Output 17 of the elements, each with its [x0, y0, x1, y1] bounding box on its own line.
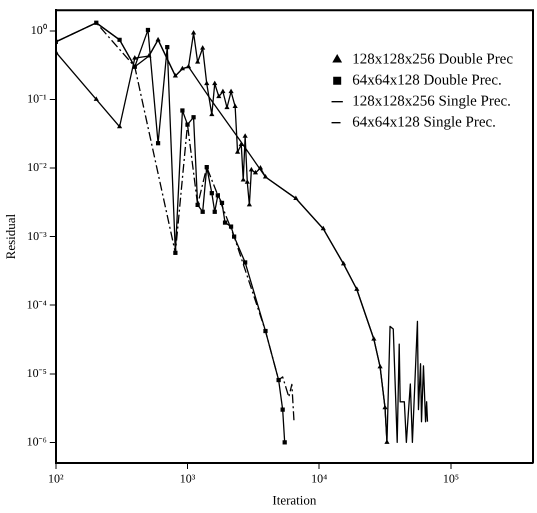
legend-label: 64x64x128 Single Prec. — [352, 114, 496, 131]
x-tick-label: 10² — [48, 471, 64, 486]
legend-label: 64x64x128 Double Prec. — [352, 72, 502, 89]
x-tick-label: 10⁴ — [311, 471, 328, 486]
x-tick-label: 10⁵ — [442, 471, 460, 486]
y-tick-label: 10⁻¹ — [27, 92, 48, 106]
y-tick-label: 10⁰ — [30, 23, 47, 37]
y-axis-title: Residual — [3, 213, 18, 260]
y-tick-label: 10⁻⁶ — [26, 434, 47, 449]
y-tick-label: 10⁻⁴ — [26, 297, 47, 312]
y-tick-label: 10⁻² — [27, 160, 48, 174]
legend-label: 128x128x256 Double Prec — [352, 52, 514, 68]
x-axis-title: Iteration — [272, 492, 317, 508]
x-tick-label: 10³ — [180, 471, 196, 486]
y-tick-label: 10⁻⁵ — [26, 366, 47, 380]
y-tick-label: 10⁻³ — [27, 228, 48, 243]
legend-label: 128x128x256 Single Prec. — [352, 94, 511, 110]
